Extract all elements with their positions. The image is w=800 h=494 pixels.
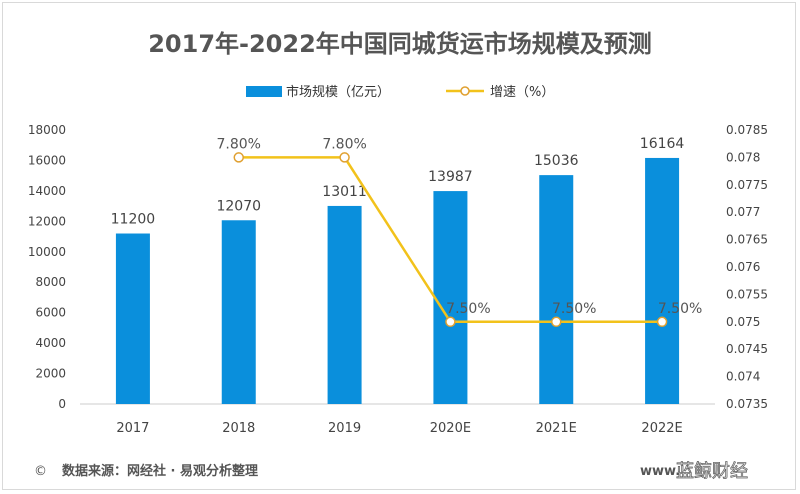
- bar: [115, 233, 150, 404]
- x-tick-label: 2017: [116, 421, 149, 436]
- footer: © 数据来源：网经社 · 易观分析整理 www. 蓝鲸财经: [34, 461, 748, 483]
- growth-value-label: 7.50%: [552, 301, 596, 317]
- copyright-icon: ©: [34, 464, 47, 479]
- right-tick-label: 0.0775: [726, 178, 768, 192]
- growth-point: [656, 316, 668, 328]
- bar: [539, 175, 574, 404]
- bar: [221, 220, 256, 404]
- x-tick-label: 2022E: [641, 421, 682, 436]
- left-tick-label: 12000: [28, 214, 66, 228]
- bar: [327, 205, 362, 404]
- x-tick-label: 2021E: [536, 421, 577, 436]
- bar-value-label: 16164: [640, 136, 685, 152]
- left-axis-ticks: 0 2000 4000 6000 8000 10000 12000 14000 16000 180…: [28, 123, 66, 411]
- left-tick-label: 4000: [35, 336, 66, 350]
- left-tick-label: 0: [58, 397, 66, 411]
- x-tick-label: 2018: [222, 421, 255, 436]
- growth-point: [339, 152, 350, 163]
- right-tick-label: 0.0745: [726, 342, 768, 356]
- growth-point: [233, 152, 244, 163]
- bar-value-label: 13011: [322, 184, 367, 200]
- legend-line-label: 增速（%）: [490, 85, 554, 100]
- left-tick-label: 18000: [28, 123, 66, 137]
- x-axis-ticks: 2017 2018 2019 2020E 2021E 2022E: [116, 421, 682, 436]
- bar-value-label: 11200: [111, 212, 156, 228]
- left-tick-label: 8000: [35, 275, 66, 289]
- right-tick-label: 0.0765: [726, 233, 768, 247]
- right-tick-label: 0.076: [726, 260, 760, 274]
- left-tick-label: 14000: [28, 184, 66, 198]
- growth-point: [445, 316, 456, 328]
- left-tick-label: 16000: [28, 153, 66, 167]
- bar: [645, 157, 680, 404]
- growth-point: [551, 316, 562, 328]
- bar: [433, 191, 468, 404]
- growth-line: 7.80% 7.80% 7.50% 7.50% 7.50%: [217, 136, 702, 328]
- legend-line-marker: [460, 86, 470, 96]
- legend-bar-swatch: [246, 86, 282, 97]
- growth-value-label: 7.50%: [658, 301, 702, 317]
- right-tick-label: 0.077: [726, 205, 760, 219]
- growth-value-label: 7.80%: [217, 136, 261, 152]
- x-tick-label: 2020E: [430, 421, 471, 436]
- left-tick-label: 10000: [28, 245, 66, 259]
- growth-value-label: 7.80%: [322, 136, 366, 152]
- legend: 市场规模（亿元） 增速（%）: [246, 84, 554, 100]
- chart-title: 2017年-2022年中国同城货运市场规模及预测: [148, 30, 652, 58]
- legend-bar-label: 市场规模（亿元）: [286, 84, 390, 100]
- right-tick-label: 0.075: [726, 315, 760, 329]
- source-text: 数据来源：网经社 · 易观分析整理: [62, 463, 258, 479]
- website-text: www.: [640, 464, 680, 479]
- right-tick-label: 0.078: [726, 150, 760, 164]
- right-tick-label: 0.0735: [726, 397, 768, 411]
- left-tick-label: 6000: [35, 306, 66, 320]
- right-tick-label: 0.0755: [726, 287, 768, 301]
- bars: 11200 12070 13011 13987 15036 16164: [111, 136, 685, 404]
- x-tick-label: 2019: [328, 421, 361, 436]
- right-tick-label: 0.0785: [726, 123, 768, 137]
- watermark-text: 蓝鲸财经: [676, 461, 748, 482]
- right-tick-label: 0.074: [726, 370, 760, 384]
- bar-value-label: 12070: [216, 198, 261, 214]
- growth-value-label: 7.50%: [446, 301, 490, 317]
- bar-value-label: 15036: [534, 153, 579, 169]
- right-axis-ticks: 0.0735 0.074 0.0745 0.075 0.0755 0.076 0.0765 0…: [726, 123, 768, 411]
- bar-value-label: 13987: [428, 169, 473, 185]
- left-tick-label: 2000: [35, 367, 66, 381]
